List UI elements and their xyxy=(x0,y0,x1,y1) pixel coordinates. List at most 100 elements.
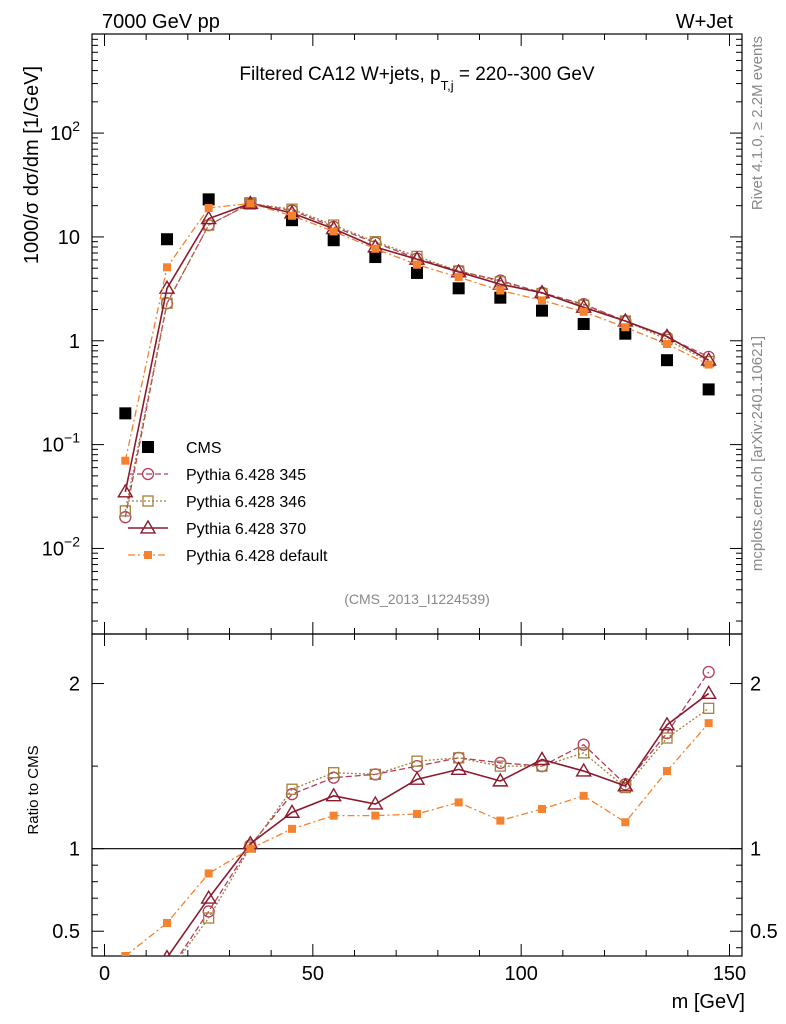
ratio-point-p346-25 xyxy=(203,912,215,924)
legend-label-p370: Pythia 6.428 370 xyxy=(186,521,306,538)
analysis-id: (CMS_2013_I1224539) xyxy=(344,591,490,607)
point-pdef-135 xyxy=(663,340,671,349)
ratio-point-pdef-105 xyxy=(538,805,546,814)
axis-ticks xyxy=(92,33,742,956)
ratio-line-p345 xyxy=(178,671,710,956)
legend-marker-p370 xyxy=(139,519,157,534)
x-axis-label: m [GeV] xyxy=(672,991,745,1013)
y-tick-label-ratio-left: 1 xyxy=(69,839,80,861)
header-left: 7000 GeV pp xyxy=(102,11,220,33)
legend-entry-p346: Pythia 6.428 346 xyxy=(128,494,306,511)
legend-marker-cms xyxy=(142,441,154,453)
ratio-point-pdef-145 xyxy=(704,719,713,728)
point-cms-75 xyxy=(411,266,423,279)
y-tick-label-main: 10 xyxy=(58,227,80,249)
plot-title-prefix: Filtered CA12 W+jets, p xyxy=(239,64,440,85)
plot-title-sub: T,j xyxy=(441,78,454,93)
ratio-point-pdef-75 xyxy=(413,809,421,818)
y-axis-label-main: 1000/σ dσ/dm [1/GeV] xyxy=(21,66,43,264)
point-pdef-5 xyxy=(121,456,130,465)
legend-entry-pdef: Pythia 6.428 default xyxy=(128,548,328,565)
point-cms-25 xyxy=(202,193,215,206)
ratio-point-pdef-65 xyxy=(371,811,380,820)
ratio-point-p346-55 xyxy=(328,767,340,779)
legend-entry-p370: Pythia 6.428 370 xyxy=(128,519,306,538)
legend-entry-cms: CMS xyxy=(142,440,222,457)
ratio-point-p370-85 xyxy=(450,761,467,776)
ratio-point-pdef-95 xyxy=(496,816,505,825)
ratio-point-pdef-55 xyxy=(329,811,338,820)
ratio-point-p370-65 xyxy=(367,795,384,810)
y-tick-label-ratio-right: 1 xyxy=(750,839,761,861)
point-p346-15 xyxy=(161,297,173,309)
point-pdef-35 xyxy=(246,199,255,208)
point-p370-25 xyxy=(200,210,217,225)
point-cms-15 xyxy=(161,233,173,246)
rivet-label: Rivet 4.1.0, ≥ 2.2M events xyxy=(749,36,766,210)
ratio-point-p345-145 xyxy=(702,665,715,679)
ratio-point-pdef-125 xyxy=(621,818,630,827)
point-p346-5 xyxy=(119,505,131,517)
point-pdef-95 xyxy=(496,286,505,295)
y-tick-label-exponent: 2 xyxy=(72,118,80,134)
mcplots-label: mcplots.cern.ch [arXiv:2401.10621] xyxy=(749,336,766,571)
x-tick-label-50: 50 xyxy=(302,963,324,985)
plot-title: Filtered CA12 W+jets, pT,j = 220--300 Ge… xyxy=(239,64,595,93)
ratio-series-p346 xyxy=(179,702,715,956)
ratio-point-p345-5 xyxy=(120,992,131,1003)
y-tick-label-main: 102 xyxy=(50,118,80,145)
x-tick-label-150: 150 xyxy=(713,963,746,985)
legend: CMS Pythia 6.428 345 Pythia 6.428 346 Pythi… xyxy=(128,440,328,565)
ratio-point-pdef-5 xyxy=(121,952,130,956)
point-cms-115 xyxy=(577,318,590,331)
ratio-point-p346-135 xyxy=(661,732,673,744)
ratio-point-pdef-35 xyxy=(246,844,255,853)
point-pdef-55 xyxy=(329,227,338,236)
point-cms-55 xyxy=(327,234,340,247)
y-tick-label-base: 10 xyxy=(42,435,64,457)
ratio-point-p346-105 xyxy=(536,760,548,772)
ratio-point-p370-105 xyxy=(533,751,551,766)
ratio-point-p346-95 xyxy=(494,760,506,772)
point-p370-5 xyxy=(117,483,134,498)
y-tick-label-main: 10−2 xyxy=(42,533,80,560)
ratio-point-p370-125 xyxy=(617,777,634,792)
point-pdef-125 xyxy=(621,323,630,332)
point-cms-105 xyxy=(536,304,548,317)
series-line-pdef xyxy=(124,202,709,461)
y-tick-label-ratio-right: 0.5 xyxy=(750,921,778,943)
point-pdef-85 xyxy=(454,273,463,282)
ratio-point-p346-45 xyxy=(286,783,298,795)
ratio-point-p370-145 xyxy=(700,685,717,700)
ratio-point-p370-25 xyxy=(200,889,217,904)
legend-label-p346: Pythia 6.428 346 xyxy=(186,494,306,511)
point-p345-5 xyxy=(119,511,132,524)
legend-label-pdef: Pythia 6.428 default xyxy=(186,548,328,565)
point-pdef-145 xyxy=(704,360,713,369)
plot-title-suffix: = 220--300 GeV xyxy=(454,64,595,85)
legend-marker-pdef xyxy=(144,551,152,559)
ratio-point-pdef-85 xyxy=(454,798,463,807)
ratio-point-pdef-15 xyxy=(163,918,171,927)
ratio-plot-frame xyxy=(91,633,743,957)
ratio-line-p346 xyxy=(179,707,710,956)
ratio-point-p345-115 xyxy=(577,738,590,751)
point-pdef-115 xyxy=(579,307,588,316)
y-tick-label-ratio-left: 2 xyxy=(69,674,80,696)
series-pdef xyxy=(121,199,713,465)
legend-label-cms: CMS xyxy=(186,440,222,457)
legend-marker-p346 xyxy=(142,495,154,507)
point-cms-85 xyxy=(452,282,465,295)
point-cms-145 xyxy=(702,383,715,396)
x-tick-label-100: 100 xyxy=(504,963,537,985)
ratio-point-p370-135 xyxy=(658,716,676,731)
point-pdef-75 xyxy=(413,260,421,269)
point-cms-135 xyxy=(661,354,673,367)
point-pdef-45 xyxy=(288,211,296,220)
y-tick-label-base: 10 xyxy=(42,538,64,560)
ratio-point-pdef-45 xyxy=(288,824,296,833)
main-plot-series xyxy=(117,193,717,524)
series-cms xyxy=(119,193,715,420)
ratio-point-p370-55 xyxy=(325,787,342,802)
